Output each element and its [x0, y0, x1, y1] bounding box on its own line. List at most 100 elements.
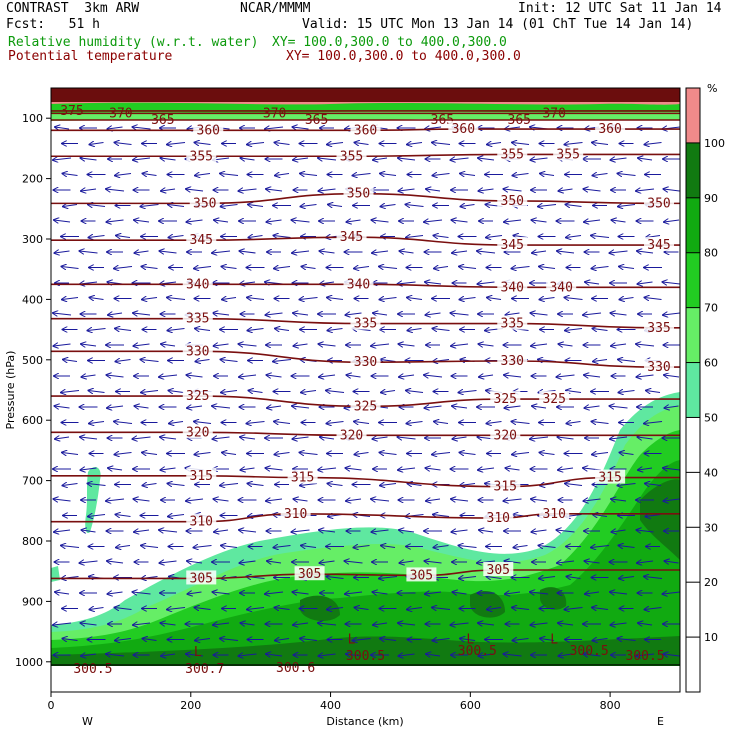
wind-arrow [319, 375, 336, 377]
wind-arrow [275, 453, 290, 455]
wind-arrow [559, 189, 573, 191]
wind-arrow [538, 205, 557, 207]
wind-arrow [134, 220, 150, 222]
isentrope-label: 315 [598, 471, 621, 486]
wind-arrow [591, 546, 610, 548]
isentrope-label: 345 [501, 238, 524, 253]
wind-arrow [381, 391, 396, 393]
wind-arrow [592, 453, 609, 455]
wind-arrow [558, 437, 574, 439]
wind-arrow [293, 437, 309, 439]
wind-arrow [407, 608, 423, 610]
valid-time: Valid: 15 UTC Mon 13 Jan 14 (01 ChT Tue … [302, 17, 694, 32]
isentrope-label: 355 [190, 149, 213, 164]
wind-arrow [161, 623, 176, 625]
wind-arrow [62, 267, 79, 269]
isentrope-label: 310 [487, 511, 510, 526]
wind-arrow [61, 391, 80, 393]
wind-arrow [620, 298, 634, 300]
wind-arrow [63, 360, 78, 362]
wind-arrow [434, 236, 449, 238]
x-tick-label: 200 [180, 699, 201, 712]
wind-arrow [645, 608, 662, 610]
colorbar-swatch [686, 88, 700, 143]
isentrope-label-bg [182, 343, 213, 358]
isentrope-label: 355 [501, 147, 524, 162]
wind-arrow [506, 313, 520, 315]
wind-arrow [328, 329, 343, 331]
wind-arrow [637, 375, 654, 377]
wind-arrow [487, 298, 502, 300]
wind-arrow [459, 577, 477, 579]
wind-arrow [559, 344, 573, 346]
wind-arrow [319, 654, 336, 656]
wind-arrow [513, 174, 529, 176]
field2-xy: XY= 100.0,300.0 to 400.0,300.0 [286, 49, 521, 64]
wind-arrow [161, 344, 176, 346]
wind-arrow [504, 189, 522, 191]
wind-arrow [371, 344, 390, 346]
wind-arrow [275, 608, 290, 610]
wind-arrow [540, 298, 555, 300]
isentrope-label: 360 [197, 123, 220, 138]
wind-arrow [567, 577, 581, 579]
wind-arrow [213, 437, 230, 439]
wind-arrow [88, 205, 106, 207]
wind-arrow [61, 546, 80, 548]
isentrope-label: 340 [501, 280, 524, 295]
isentrope-label: 325 [542, 392, 565, 407]
wind-arrow [406, 205, 424, 207]
colorbar-tick-label: 100 [704, 137, 725, 150]
wind-arrow [565, 329, 583, 331]
wind-arrow [221, 546, 238, 548]
low-marker: L [466, 633, 474, 648]
below-surface [51, 666, 680, 692]
wind-arrow [265, 592, 284, 594]
wind-arrow [55, 251, 70, 253]
wind-arrow [167, 143, 186, 145]
wind-arrow [373, 158, 388, 160]
wind-arrow [241, 468, 255, 470]
wind-arrow [530, 437, 549, 439]
wind-arrow [293, 127, 309, 129]
isentrope-label-bg [350, 354, 381, 369]
colorbar-tick-label: 80 [704, 247, 718, 260]
wind-arrow [372, 220, 389, 222]
wind-arrow [81, 189, 97, 191]
wind-arrow [53, 623, 72, 625]
wind-arrow [55, 406, 70, 408]
isentrope-label-bg [483, 561, 514, 576]
isentrope-label-bg [350, 315, 381, 330]
isentrope-label-bg [644, 237, 675, 252]
isentrope-label: 300.5 [458, 644, 497, 659]
wind-arrow [559, 654, 573, 656]
wind-arrow [451, 158, 469, 160]
wind-arrow [512, 422, 530, 424]
wind-arrow [55, 127, 70, 129]
wind-arrow [300, 298, 318, 300]
wind-arrow [293, 623, 309, 625]
wind-arrow [355, 453, 369, 455]
wind-arrow [585, 561, 600, 563]
wind-arrow [347, 220, 361, 222]
wind-arrow [425, 561, 442, 563]
wind-arrow [593, 515, 608, 517]
wind-arrow [167, 298, 186, 300]
wind-arrow [88, 515, 106, 517]
wind-arrow [531, 499, 548, 501]
y-tick-label: 500 [22, 354, 43, 367]
wind-arrow [294, 344, 308, 346]
wind-arrow [426, 468, 441, 470]
wind-arrow [433, 329, 450, 331]
wind-arrow [618, 484, 636, 486]
wind-arrow [558, 468, 574, 470]
wind-vectors [53, 127, 680, 656]
wind-arrow [267, 406, 282, 408]
wind-arrow [539, 546, 556, 548]
wind-arrow [90, 143, 104, 145]
colorbar-swatch [686, 307, 700, 363]
wind-arrow [213, 592, 230, 594]
wind-arrow [142, 267, 158, 269]
rh-band-top [51, 88, 680, 102]
wind-arrow [479, 654, 494, 656]
